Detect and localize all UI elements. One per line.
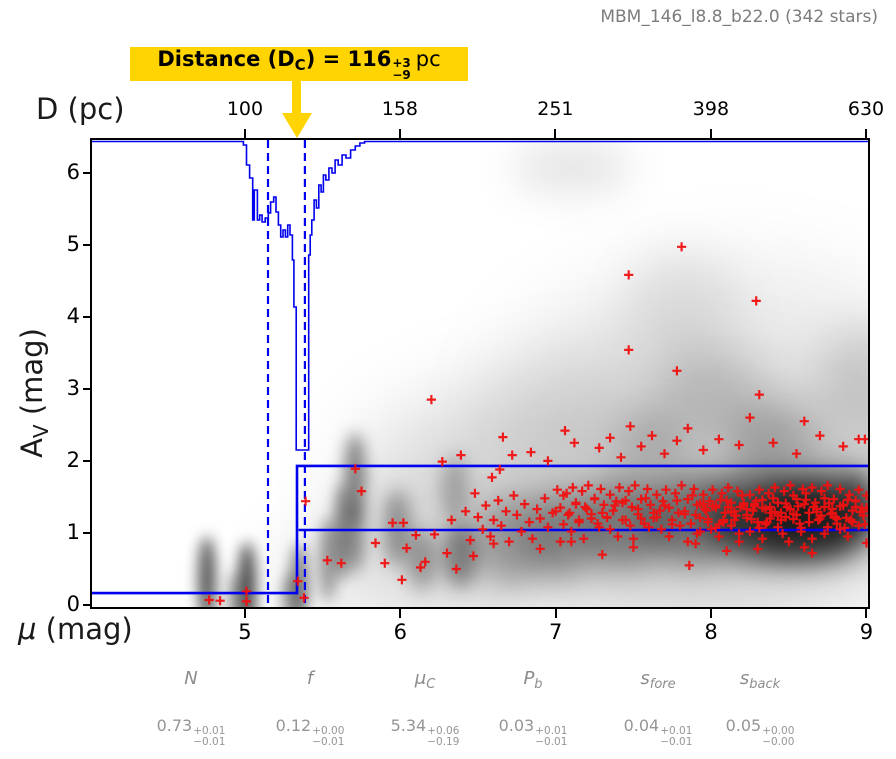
left-axis-tick <box>83 604 92 606</box>
distance-arrow-head-icon <box>282 113 312 138</box>
left-axis-tick-label: 5 <box>66 231 80 256</box>
top-axis-tick-label: 100 <box>226 98 264 120</box>
bottom-axis-tick-label: 5 <box>238 620 252 644</box>
density-blob <box>384 490 410 566</box>
left-axis-tick <box>83 315 92 318</box>
distance-error-stack: +3 −9 <box>392 56 411 82</box>
density-blob <box>617 410 687 480</box>
parameter-value: 0.03 +0.01 −0.01 <box>498 716 568 749</box>
bottom-axis-tick <box>865 609 868 618</box>
density-blob <box>198 536 216 607</box>
bottom-axis-tick-label: 7 <box>549 620 563 644</box>
parameter-value: 0.73 +0.01 −0.01 <box>156 716 226 749</box>
parameter-name: sback <box>739 668 781 692</box>
posterior-histogram <box>92 140 868 451</box>
density-blob <box>512 142 632 194</box>
density-blob <box>407 530 437 590</box>
density-blob <box>727 405 817 475</box>
left-axis-tick-label: 3 <box>66 375 80 400</box>
left-axis-tick-label: 1 <box>66 519 80 544</box>
density-blob <box>577 480 667 570</box>
x-axis-label: μ (mag) <box>18 612 133 646</box>
density-blob <box>345 433 365 523</box>
left-axis-tick <box>83 459 92 462</box>
top-axis-tick-label: 630 <box>847 98 885 120</box>
top-axis-tick-label: 251 <box>537 98 574 120</box>
parameter-name: μC <box>414 668 436 692</box>
bottom-axis-tick-label: 9 <box>859 620 874 644</box>
parameter-value: 5.34 +0.06 −0.19 <box>390 716 460 749</box>
top-axis-tick <box>865 129 867 138</box>
left-axis-tick <box>83 387 92 390</box>
left-axis-tick <box>83 243 92 246</box>
bottom-axis-tick <box>399 609 402 618</box>
distance-arrow-icon <box>292 80 301 114</box>
density-blob <box>627 250 737 360</box>
distance-annotation: Distance (DC) = 116 +3 −9 pc <box>130 47 468 81</box>
plot-area <box>92 140 868 607</box>
bottom-axis-tick <box>554 609 557 618</box>
left-axis-tick <box>83 171 92 174</box>
bottom-axis-tick <box>710 609 713 618</box>
top-axis-tick <box>709 129 712 138</box>
bottom-axis-tick-label: 6 <box>393 620 408 644</box>
left-axis-tick-label: 0 <box>66 592 80 616</box>
density-blob <box>346 503 364 573</box>
parameter-name: Pb <box>523 668 543 692</box>
left-axis-tick-label: 6 <box>66 159 80 184</box>
bottom-axis-tick-label: 8 <box>704 620 718 644</box>
top-axis-tick <box>554 129 557 138</box>
plot-title: MBM_146_l8.8_b22.0 (342 stars) <box>600 7 878 27</box>
top-axis-tick <box>398 129 401 138</box>
parameter-value: 0.04 +0.01 −0.01 <box>623 716 693 749</box>
top-axis-tick-label: 158 <box>381 98 418 120</box>
parameter-name: sfore <box>640 668 676 692</box>
density-blob <box>333 484 351 580</box>
distance-annotation-text: Distance (DC) = 116 +3 −9 pc <box>157 47 441 82</box>
star-markers <box>204 242 868 606</box>
density-blob <box>290 544 308 607</box>
density-blob <box>228 572 242 607</box>
left-axis-tick-label: 4 <box>66 303 80 328</box>
parameter-value: 0.05 +0.00 −0.00 <box>725 716 795 749</box>
parameter-value: 0.12 +0.00 −0.01 <box>275 716 345 749</box>
left-axis-tick <box>83 531 92 534</box>
bottom-axis-tick <box>243 609 246 618</box>
left-axis-tick-label: 2 <box>66 447 80 472</box>
plot-canvas <box>92 140 868 607</box>
top-axis-label: D (pc) <box>36 92 125 126</box>
parameter-name: f <box>306 668 314 689</box>
top-axis-tick-label: 398 <box>692 98 730 120</box>
model-step-line <box>92 464 868 595</box>
top-axis-tick <box>243 129 246 138</box>
parameter-name: N <box>184 668 198 689</box>
